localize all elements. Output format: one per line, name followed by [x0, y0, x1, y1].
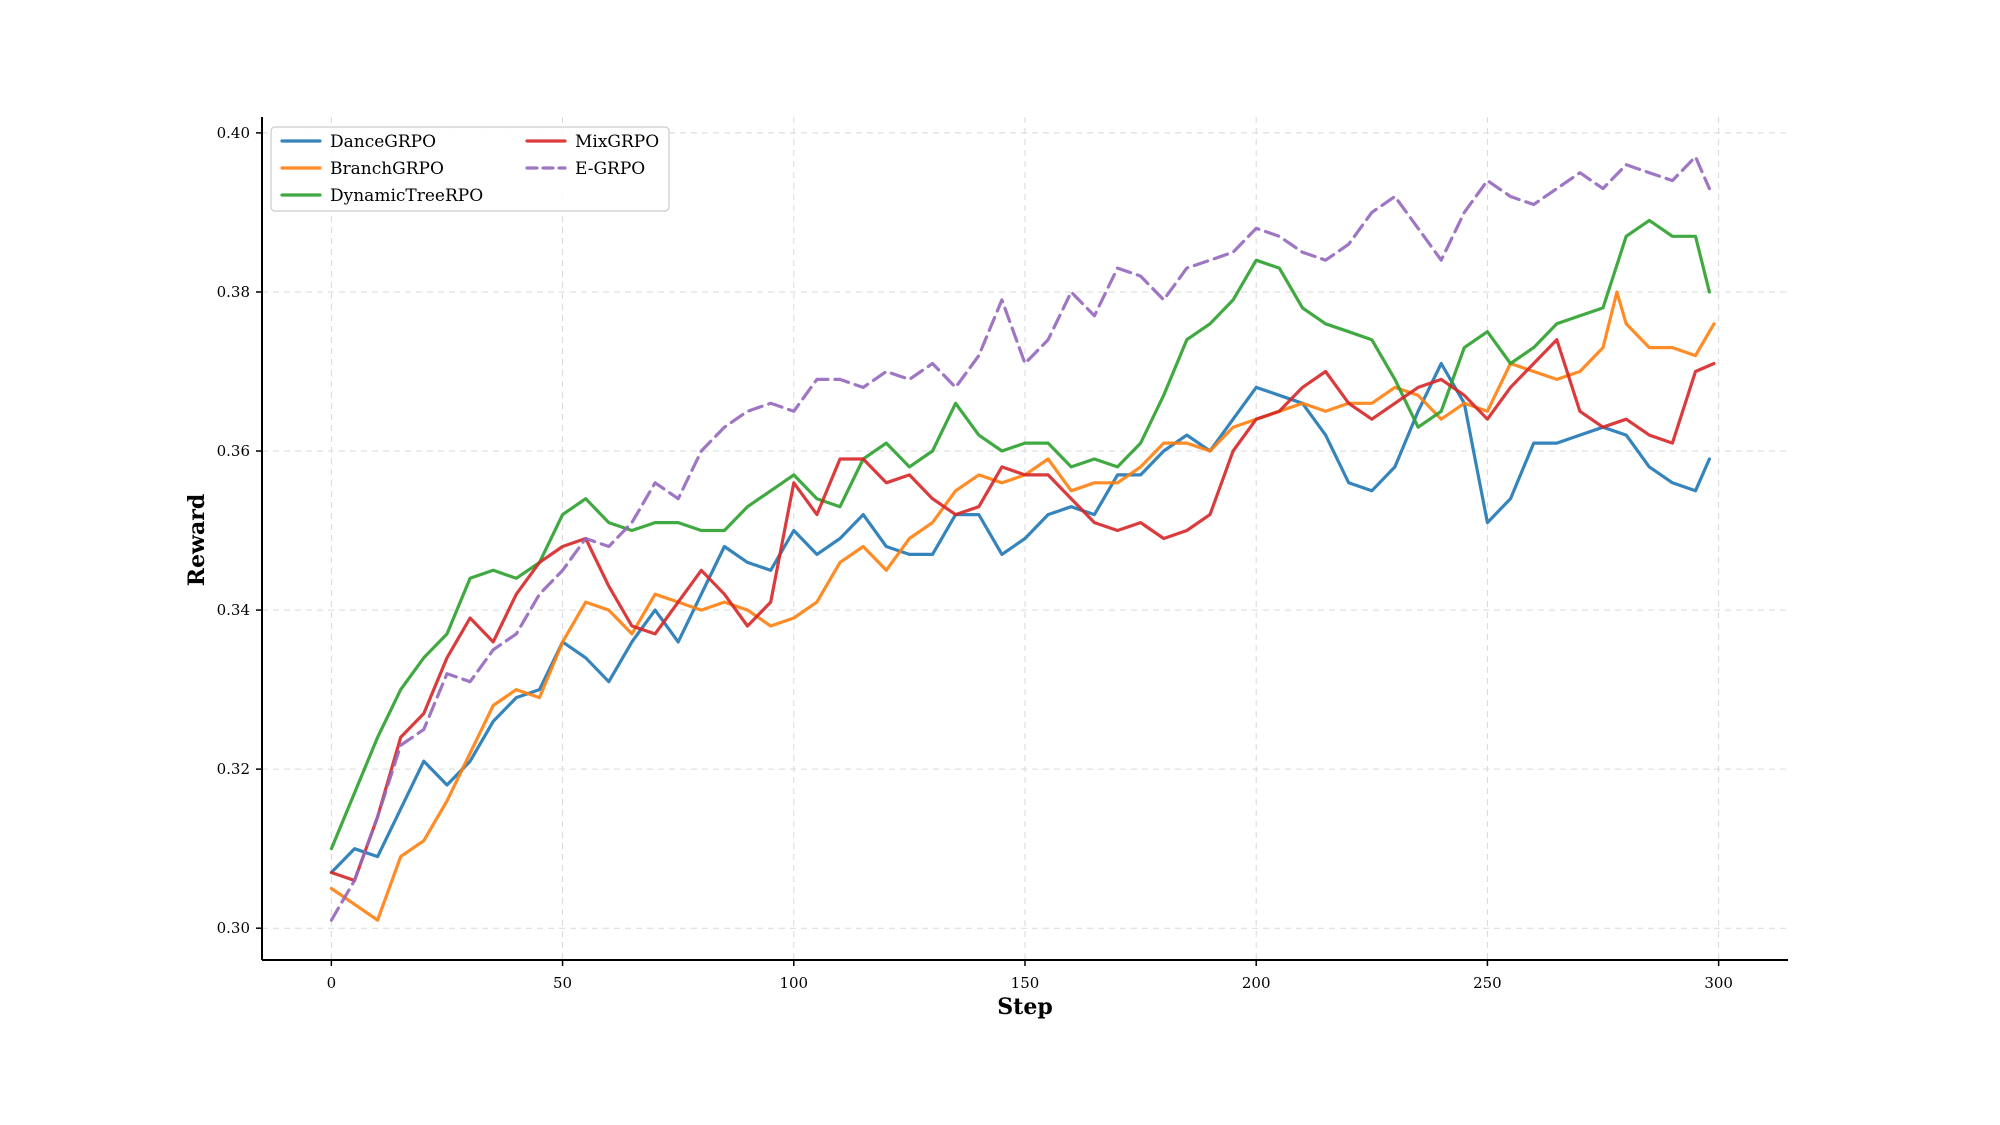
- legend-label-mixgrpo: MixGRPO: [575, 132, 659, 152]
- y-tick-label: 0.36: [217, 442, 250, 460]
- x-tick-label: 0: [327, 974, 337, 992]
- legend-label-branchgrpo: BranchGRPO: [330, 159, 444, 179]
- y-tick-label: 0.32: [217, 760, 250, 778]
- legend-label-dynamictreerpo: DynamicTreeRPO: [330, 186, 483, 206]
- x-ticks: 0 50 100 150 200 250 300: [327, 960, 1733, 992]
- legend-label-dancegrpo: DanceGRPO: [330, 132, 436, 152]
- legend-label-e-grpo: E-GRPO: [575, 159, 645, 179]
- legend-items: DanceGRPO BranchGRPO DynamicTreeRPO MixGRPO…: [280, 132, 659, 206]
- series-line-branchgrpo: [329, 290, 1716, 922]
- x-tick-label: 100: [779, 974, 808, 992]
- y-ticks: 0.30 0.32 0.34 0.36 0.38 0.40: [217, 124, 262, 937]
- series-line-dancegrpo: [329, 361, 1711, 875]
- y-tick-label: 0.40: [217, 124, 250, 142]
- series-line-dynamictreerpo: [329, 218, 1711, 851]
- series-line-e-grpo: [329, 155, 1711, 922]
- series-lines: [329, 155, 1716, 922]
- series-line-mixgrpo: [329, 338, 1716, 883]
- legend: DanceGRPO BranchGRPO DynamicTreeRPO MixGRPO…: [270, 126, 670, 212]
- x-tick-label: 150: [1011, 974, 1040, 992]
- x-tick-label: 300: [1704, 974, 1733, 992]
- x-axis-title: Step: [997, 994, 1052, 1020]
- y-tick-label: 0.30: [217, 919, 250, 937]
- x-tick-label: 200: [1242, 974, 1271, 992]
- x-tick-label: 50: [553, 974, 572, 992]
- legend-frame: [270, 126, 670, 212]
- y-tick-label: 0.38: [217, 283, 250, 301]
- y-axis-title: Reward: [184, 494, 210, 586]
- y-tick-label: 0.34: [217, 601, 250, 619]
- x-tick-label: 250: [1473, 974, 1502, 992]
